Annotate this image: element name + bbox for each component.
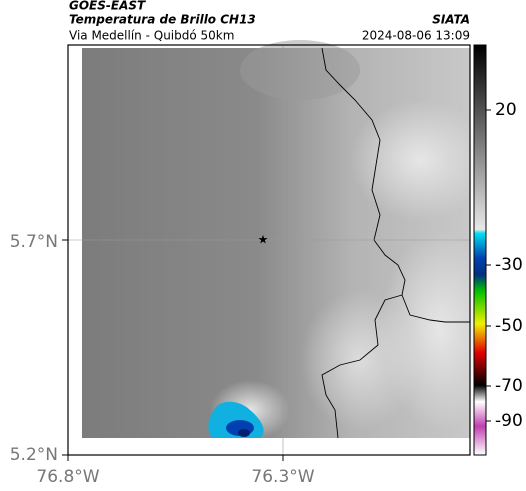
colorbar-label: -90 xyxy=(495,411,523,431)
map-frame xyxy=(67,44,471,456)
lon-label: 76.3°W xyxy=(251,467,314,487)
axis-labels: 5.7°N 5.2°N 76.8°W 76.3°W xyxy=(10,232,315,487)
lat-label: 5.2°N xyxy=(10,445,58,465)
lon-label: 76.8°W xyxy=(36,467,99,487)
source: GOES-EAST xyxy=(69,0,146,13)
axis-ticks xyxy=(62,239,284,461)
colorbar-label: -50 xyxy=(495,316,523,336)
subtitle: Via Medellín - Quibdó 50km xyxy=(69,29,234,43)
grid xyxy=(68,45,470,455)
header: GOES-EAST Temperatura de Brillo CH13 Via… xyxy=(69,0,470,43)
borders xyxy=(321,47,470,439)
colorbar-label: -30 xyxy=(495,255,523,275)
datetime: 2024-08-06 13:09 xyxy=(362,29,470,43)
colorbar-label: -70 xyxy=(495,376,523,396)
lat-label: 5.7°N xyxy=(10,232,58,252)
colorbar-ticks: 20 -30 -50 -70 -90 xyxy=(486,100,523,431)
colorbar-label: 20 xyxy=(495,100,517,120)
agency: SIATA xyxy=(432,13,470,27)
colorbar xyxy=(473,44,487,456)
city-marker: ★ xyxy=(258,233,269,247)
title: Temperatura de Brillo CH13 xyxy=(69,13,256,27)
